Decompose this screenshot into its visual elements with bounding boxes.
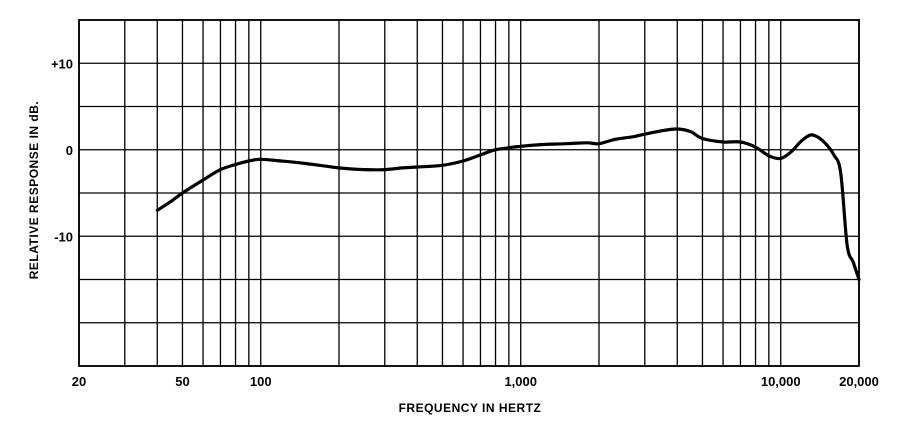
x-tick-labels: 20 50 100 1,000 10,000 20,000 [72, 374, 879, 389]
y-tick-label: 0 [66, 143, 73, 158]
y-tick-label: -10 [54, 229, 73, 244]
x-tick-label: 50 [175, 374, 189, 389]
x-tick-label: 100 [250, 374, 272, 389]
response-curve [155, 127, 861, 282]
y-axis-label: RELATIVE RESPONSE IN dB. [27, 101, 41, 279]
x-tick-label: 1,000 [504, 374, 537, 389]
grid [78, 19, 860, 367]
x-tick-label: 10,000 [761, 374, 801, 389]
plot-frame [78, 19, 860, 367]
x-axis-label: FREQUENCY IN HERTZ [399, 401, 542, 415]
y-tick-label: +10 [51, 56, 73, 71]
x-tick-label: 20 [72, 374, 86, 389]
y-tick-labels: +10 0 -10 [51, 56, 73, 244]
x-tick-label: 20,000 [839, 374, 879, 389]
